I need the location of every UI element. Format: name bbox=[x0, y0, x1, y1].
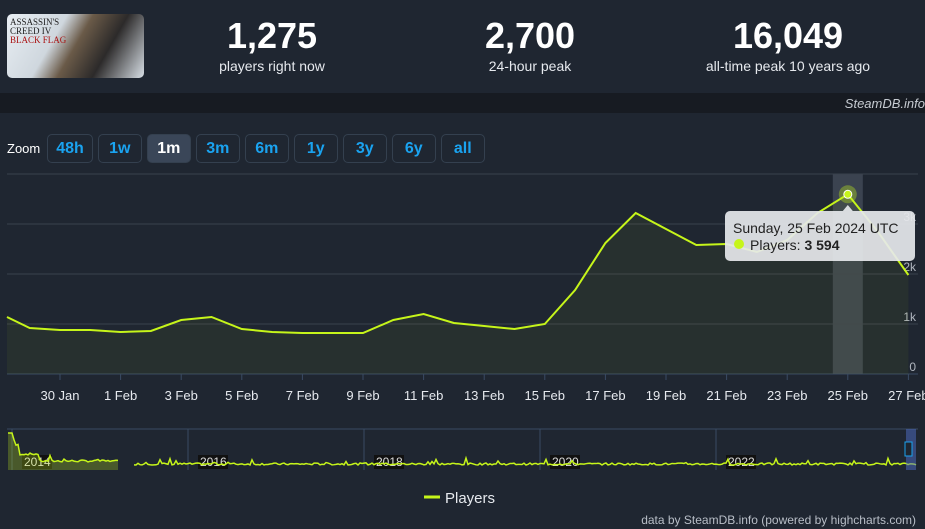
x-tick-label: 27 Feb bbox=[888, 388, 925, 403]
tooltip-box bbox=[725, 211, 915, 261]
zoom-button-1m[interactable]: 1m bbox=[146, 134, 191, 163]
zoom-button-1y[interactable]: 1y bbox=[293, 134, 338, 163]
x-tick-label: 13 Feb bbox=[464, 388, 504, 403]
tooltip-date: Sunday, 25 Feb 2024 UTC bbox=[733, 220, 899, 236]
stat-value: 2,700 bbox=[484, 15, 576, 56]
navigator-label-bg bbox=[374, 455, 404, 469]
x-tick-label: 19 Feb bbox=[646, 388, 686, 403]
x-tick-label: 25 Feb bbox=[828, 388, 868, 403]
tooltip-pointer bbox=[842, 205, 853, 211]
x-tick-label: 15 Feb bbox=[525, 388, 565, 403]
legend-item-players[interactable]: Players bbox=[445, 490, 495, 507]
highcharts-credit[interactable]: data by SteamDB.info (powered by highcha… bbox=[641, 513, 916, 527]
navigator-line bbox=[133, 455, 917, 467]
y-tick-label: 0 bbox=[909, 360, 916, 374]
steamdb-credit[interactable]: SteamDB.info bbox=[844, 96, 925, 111]
navigator-handle bbox=[904, 441, 913, 457]
stat-24h-peak: 2,700 24-hour peak bbox=[410, 15, 650, 75]
hover-point bbox=[843, 189, 853, 199]
zoom-button-all[interactable]: all bbox=[440, 134, 485, 163]
stat-value: 1,275 bbox=[226, 15, 318, 56]
zoom-button-3m[interactable]: 3m bbox=[195, 134, 240, 163]
game-cover-image[interactable]: ASSASSIN'S CREED IV BLACK FLAG bbox=[7, 14, 144, 78]
y-tick-label: 1k bbox=[903, 310, 917, 324]
x-tick-label: 30 Jan bbox=[40, 388, 79, 403]
navigator-year-label: 2022 bbox=[728, 455, 755, 469]
stat-label: players right now bbox=[219, 58, 325, 74]
navigator-area bbox=[8, 432, 118, 470]
divider-band bbox=[0, 93, 925, 113]
navigator-year-label: 2018 bbox=[376, 455, 403, 469]
x-tick-label: 5 Feb bbox=[225, 388, 258, 403]
navigator-label-bg bbox=[22, 455, 52, 469]
tooltip-marker bbox=[734, 239, 744, 249]
stat-label: all-time peak 10 years ago bbox=[705, 58, 871, 74]
header: ASSASSIN'S CREED IV BLACK FLAG 1,275 player… bbox=[0, 0, 925, 93]
zoom-controls: Zoom 48h 1w 1m 3m 6m 1y 3y 6y all bbox=[7, 134, 485, 163]
x-tick-label: 11 Feb bbox=[404, 388, 444, 403]
stat-value: 16,049 bbox=[732, 15, 844, 56]
x-tick-label: 17 Feb bbox=[585, 388, 625, 403]
navigator-year-label: 2014 bbox=[24, 455, 51, 469]
y-tick-label: 2k bbox=[903, 260, 917, 274]
x-tick-label: 9 Feb bbox=[346, 388, 379, 403]
series-area bbox=[7, 194, 909, 374]
x-tick-label: 1 Feb bbox=[104, 388, 137, 403]
navigator-label-bg bbox=[550, 455, 580, 469]
x-tick-label: 3 Feb bbox=[165, 388, 198, 403]
zoom-button-3y[interactable]: 3y bbox=[342, 134, 387, 163]
tooltip-value: Players: 3 594 bbox=[750, 237, 840, 253]
cover-logo: ASSASSIN'S CREED IV BLACK FLAG bbox=[10, 17, 67, 45]
navigator-label-bg bbox=[198, 455, 228, 469]
stat-label: 24-hour peak bbox=[488, 58, 572, 74]
zoom-button-6m[interactable]: 6m bbox=[244, 134, 289, 163]
x-tick-label: 21 Feb bbox=[706, 388, 746, 403]
zoom-button-1w[interactable]: 1w bbox=[97, 134, 142, 163]
zoom-button-6y[interactable]: 6y bbox=[391, 134, 436, 163]
x-tick-label: 7 Feb bbox=[286, 388, 319, 403]
zoom-label: Zoom bbox=[7, 141, 41, 156]
x-tick-label: 23 Feb bbox=[767, 388, 807, 403]
navigator-year-label: 2020 bbox=[552, 455, 579, 469]
stat-all-time-peak: 16,049 all-time peak 10 years ago bbox=[668, 15, 908, 75]
zoom-button-48h[interactable]: 48h bbox=[47, 134, 93, 163]
stat-players-now: 1,275 players right now bbox=[152, 15, 392, 75]
navigator-line bbox=[8, 432, 119, 463]
